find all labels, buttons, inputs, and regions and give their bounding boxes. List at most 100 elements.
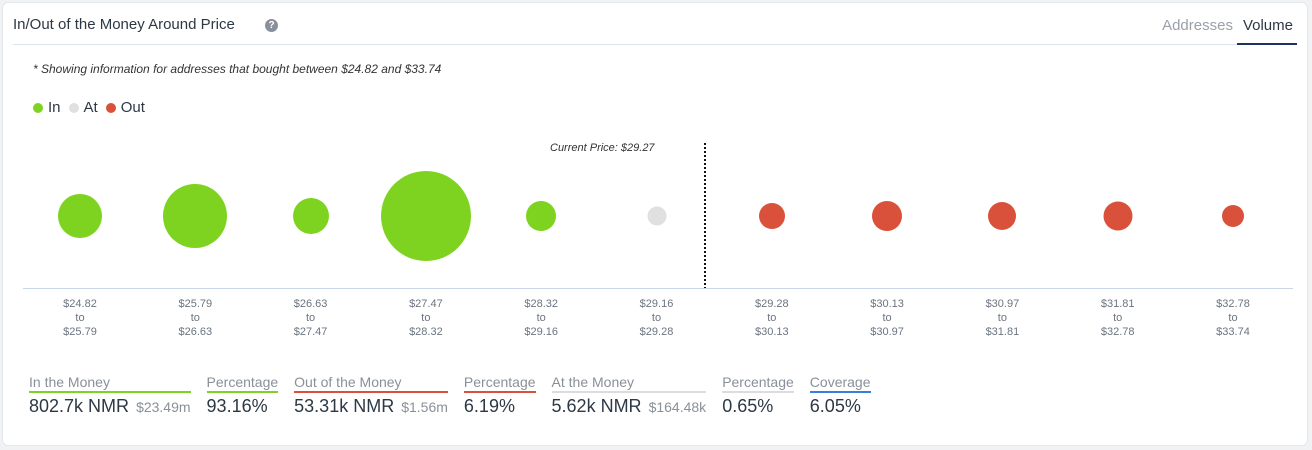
tick-to: to (1113, 312, 1123, 324)
stat-label: At the Money (551, 374, 707, 393)
green-dot-icon (33, 102, 43, 113)
stat-main-value: 53.31k NMR (294, 396, 395, 416)
stat-main-value: 6.19% (463, 396, 515, 416)
x-tick-label: $30.97 to $31.81 (962, 297, 1042, 339)
x-axis-line (23, 288, 1293, 289)
stat-label: Percentage (206, 374, 279, 393)
tick-to: to (651, 312, 662, 324)
card-title: In/Out of the Money Around Price (13, 16, 235, 33)
range-note: * Showing information for addresses that… (33, 62, 442, 76)
stat-value: 0.65% (722, 396, 794, 417)
stat-usd-value: $1.56m (401, 399, 448, 415)
tick-to-value: $31.81 (985, 326, 1020, 338)
tick-to: to (75, 312, 85, 324)
stat-label: Coverage (809, 374, 871, 393)
x-tick-label: $25.79 to $26.63 (155, 297, 235, 339)
tick-from: $31.81 (1100, 298, 1135, 310)
tick-from: $29.28 (754, 298, 789, 310)
tick-from: $30.13 (870, 298, 904, 310)
x-tick-label: $24.82 to $25.79 (40, 297, 120, 339)
bubble-out[interactable] (1222, 205, 1244, 227)
stat-usd-value: $164.48k (648, 399, 707, 415)
x-tick-label: $30.13 to $30.97 (847, 297, 927, 339)
stat-label: Percentage (722, 374, 794, 393)
summary-stats: In the Money 802.7k NMR $23.49m Percentage… (29, 374, 887, 417)
tick-to-value: $25.79 (63, 326, 97, 338)
current-price-label: Current Price: $29.27 (550, 142, 655, 154)
current-price-line (704, 143, 706, 289)
tick-from: $26.63 (293, 298, 328, 310)
x-tick-label: $32.78 to $33.74 (1193, 297, 1273, 339)
legend-label: In (48, 99, 61, 116)
tick-to: to (882, 312, 892, 324)
tick-from: $32.78 (1216, 298, 1250, 310)
x-tick-label: $29.16 to $29.28 (617, 297, 697, 339)
stat-main-value: 802.7k NMR (29, 396, 130, 416)
bubble-at[interactable] (647, 206, 666, 226)
tick-to: to (1228, 312, 1238, 324)
bubble-out[interactable] (758, 203, 785, 229)
bubble-out[interactable] (872, 201, 903, 231)
tick-from: $25.79 (178, 298, 213, 310)
stat-label: Out of the Money (294, 374, 448, 393)
bubble-out[interactable] (1103, 201, 1133, 231)
stat-value: 53.31k NMR $1.56m (294, 396, 448, 417)
tick-to: to (997, 312, 1007, 324)
x-tick-label: $29.28 to $30.13 (732, 297, 812, 339)
x-tick-label: $31.81 to $32.78 (1078, 297, 1158, 339)
bubble-in[interactable] (380, 171, 471, 261)
stat-main-value: 0.65% (722, 396, 774, 416)
red-dot-icon (105, 102, 116, 113)
stat-coverage: Coverage 6.05% (809, 374, 871, 417)
stat-usd-value: $23.49m (136, 399, 191, 415)
tick-from: $28.32 (524, 298, 559, 310)
stat-at-percentage: Percentage 0.65% (722, 374, 794, 417)
view-tabs: Addresses Volume (1156, 3, 1297, 45)
chart-legend: In At Out (33, 99, 145, 116)
x-tick-label: $27.47 to $28.32 (386, 297, 466, 339)
card-header: In/Out of the Money Around Price ? Addre… (13, 3, 1297, 45)
stat-label: In the Money (29, 374, 191, 393)
x-tick-label: $28.32 to $29.16 (501, 297, 581, 339)
legend-item-in[interactable]: In (33, 99, 61, 116)
tick-to-value: $26.63 (178, 326, 213, 338)
stat-main-value: 5.62k NMR (551, 396, 642, 416)
tick-to-value: $33.74 (1216, 326, 1250, 338)
bubble-in[interactable] (526, 201, 557, 231)
stat-out-percentage: Percentage 6.19% (463, 374, 536, 417)
tick-to: to (190, 312, 200, 324)
stat-in-the-money: In the Money 802.7k NMR $23.49m (29, 374, 191, 417)
tick-to: to (536, 312, 546, 324)
stat-value: 93.16% (207, 396, 279, 417)
bubble-in[interactable] (163, 184, 228, 248)
tick-to-value: $30.97 (870, 326, 904, 338)
stat-in-percentage: Percentage 93.16% (206, 374, 279, 417)
stat-value: 5.62k NMR $164.48k (552, 396, 707, 417)
legend-item-at[interactable]: At (68, 99, 98, 116)
legend-item-out[interactable]: Out (105, 99, 145, 116)
tab-addresses[interactable]: Addresses (1162, 17, 1233, 34)
question-circle-icon[interactable]: ? (265, 19, 278, 32)
stat-value: 802.7k NMR $23.49m (29, 396, 191, 417)
bubble-out[interactable] (988, 202, 1017, 230)
tick-to: to (421, 312, 431, 324)
tick-from: $27.47 (409, 298, 443, 310)
stat-at-the-money: At the Money 5.62k NMR $164.48k (551, 374, 707, 417)
tick-from: $24.82 (63, 298, 97, 310)
tick-to-value: $29.16 (524, 326, 559, 338)
tab-volume[interactable]: Volume (1236, 3, 1297, 45)
stat-value: 6.05% (810, 396, 871, 417)
grey-dot-icon (68, 102, 79, 113)
tick-to: to (306, 312, 316, 324)
legend-label: At (83, 99, 98, 116)
bubble-chart: Current Price: $29.27 $24.82 to $25.79 $25.… (23, 133, 1293, 343)
tick-to-value: $29.28 (639, 326, 674, 338)
tick-to-value: $30.13 (754, 326, 789, 338)
stat-main-value: 93.16% (206, 396, 268, 416)
tick-from: $30.97 (985, 298, 1020, 310)
bubble-in[interactable] (292, 198, 329, 234)
stat-value: 6.19% (464, 396, 536, 417)
x-tick-label: $26.63 to $27.47 (271, 297, 351, 339)
bubble-in[interactable] (58, 194, 102, 238)
